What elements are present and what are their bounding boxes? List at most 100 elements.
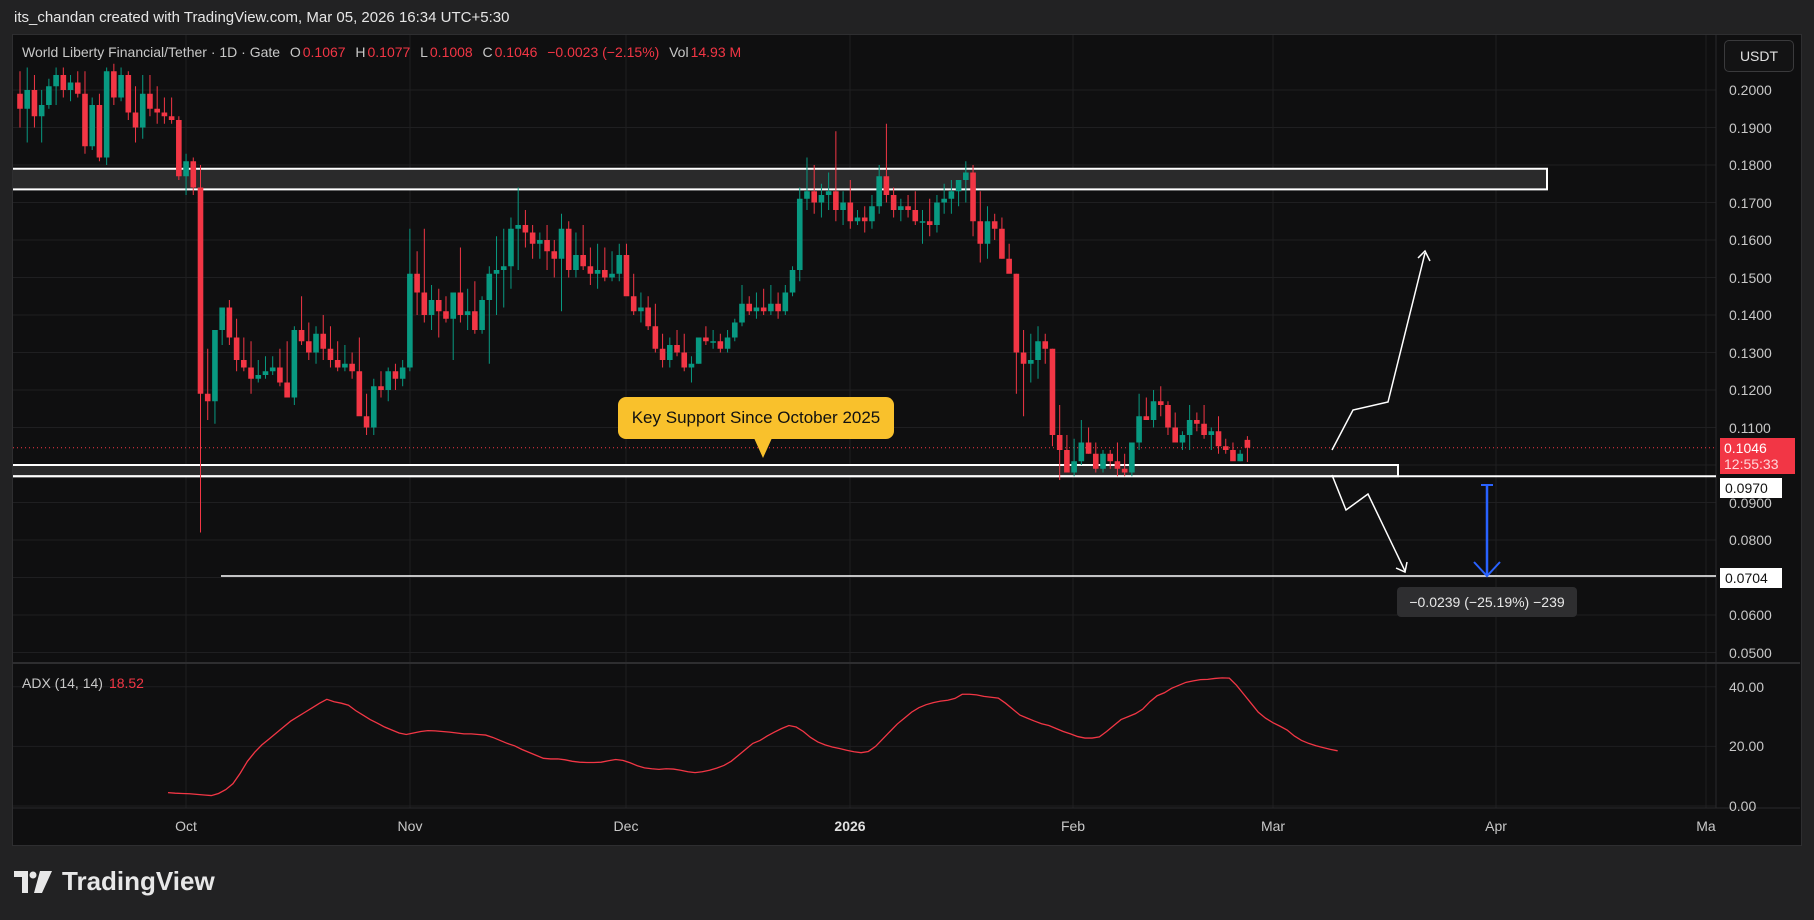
candle-body [970, 172, 976, 222]
candle-body [313, 333, 319, 353]
candle-body [1129, 442, 1135, 473]
candle-body [277, 367, 283, 383]
candle-body [854, 217, 861, 222]
candle-body [768, 303, 774, 312]
candle-body [753, 307, 760, 312]
candle-body [811, 191, 817, 203]
candle-body [905, 206, 911, 210]
support-zone-box[interactable] [8, 464, 1399, 478]
candle-body [1049, 348, 1056, 435]
price-range-measure-label[interactable]: −0.0239 (−25.19%) −239 [1397, 587, 1577, 617]
candle-body [1222, 446, 1229, 450]
candle-body [1201, 423, 1207, 435]
candle-body [587, 266, 594, 274]
candle-body [327, 348, 334, 360]
candle-body [594, 270, 601, 274]
candle-body [638, 307, 644, 312]
brand-name: TradingView [62, 866, 215, 896]
candle-body [472, 311, 478, 330]
volume-label: Vol [669, 44, 689, 60]
adx-legend: ADX (14, 14) 18.52 [22, 675, 144, 691]
adx-value: 18.52 [108, 675, 144, 691]
candle-body [1172, 427, 1178, 443]
time-tick-label: 2026 [834, 818, 866, 834]
candle-body [161, 112, 168, 117]
candle-body [1215, 431, 1222, 447]
candle-body [544, 240, 550, 252]
candle-body [118, 75, 124, 98]
adx-title[interactable]: ADX (14, 14) [22, 675, 103, 691]
candle-body [407, 273, 413, 368]
bar-countdown: 12:55:33 [1724, 456, 1779, 472]
candle-body [306, 341, 312, 353]
candle-body [1114, 461, 1121, 469]
candle-body [204, 393, 211, 402]
candle-body [320, 333, 327, 349]
candle-body [334, 360, 341, 368]
candle-body [833, 191, 839, 210]
candle-body [1107, 453, 1114, 462]
candle-body [168, 116, 175, 120]
candle-body [840, 202, 846, 210]
candle-body [46, 86, 52, 105]
candle-body [630, 296, 637, 312]
candle-body [847, 202, 854, 222]
resistance-zone-box[interactable] [8, 167, 1548, 191]
adx-tick-label: 20.00 [1729, 738, 1765, 755]
volume-value: 14.93 M [690, 44, 742, 60]
tradingview-logo-icon [14, 870, 52, 893]
currency-selector[interactable]: USDT [1724, 40, 1794, 72]
candle-body [674, 345, 680, 353]
high-value: 0.1077 [367, 44, 411, 60]
candle-body [183, 161, 189, 177]
adx-line[interactable] [167, 677, 1338, 797]
candle-body [486, 273, 493, 300]
time-tick-label: Nov [397, 818, 423, 834]
high-label: H [355, 44, 366, 60]
candle-body [565, 228, 572, 270]
key-support-callout[interactable]: Key Support Since October 2025 [618, 397, 894, 458]
candle-body [1194, 420, 1200, 424]
candle-body [241, 360, 247, 368]
candle-body [652, 326, 659, 349]
candle-body [876, 176, 882, 207]
candle-body [1244, 439, 1251, 448]
candle-body [659, 348, 666, 360]
candle-body [804, 191, 810, 199]
candle-body [125, 75, 132, 113]
time-tick-label: Oct [175, 818, 197, 834]
candle-body [392, 371, 399, 379]
candle-body [724, 337, 731, 349]
bearish-projection-path[interactable] [1331, 474, 1406, 572]
candle-body [298, 330, 305, 342]
candle-body [219, 307, 225, 330]
candle-body [1056, 435, 1063, 450]
candle-body [941, 198, 947, 203]
candle-body [710, 341, 716, 343]
price-tick-label: 0.2000 [1729, 82, 1772, 98]
candle-body [789, 270, 796, 293]
candle-body [190, 161, 197, 188]
price-tick-label: 0.1300 [1729, 344, 1772, 361]
candle-body [529, 232, 536, 244]
candle-body [1230, 450, 1236, 462]
candle-body [883, 176, 890, 195]
candle-body [1100, 453, 1106, 469]
candle-body [399, 367, 406, 379]
symbol-title[interactable]: World Liberty Financial/Tether · 1D · Ga… [22, 44, 281, 60]
candle-body [1121, 468, 1128, 473]
candle-body [919, 221, 926, 223]
candle-body [147, 93, 153, 109]
candle-body [1042, 341, 1049, 349]
candle-body [17, 93, 23, 109]
candle-body [515, 225, 521, 229]
candle-body [414, 273, 420, 293]
time-tick-label: Mar [1260, 818, 1286, 834]
candle-body [356, 371, 363, 417]
candle-body [197, 187, 204, 394]
price-tick-label: 0.1700 [1729, 194, 1772, 211]
time-tick-label: Apr [1485, 818, 1507, 834]
bullish-projection-path[interactable] [1331, 252, 1426, 451]
candle-body [1006, 258, 1012, 274]
